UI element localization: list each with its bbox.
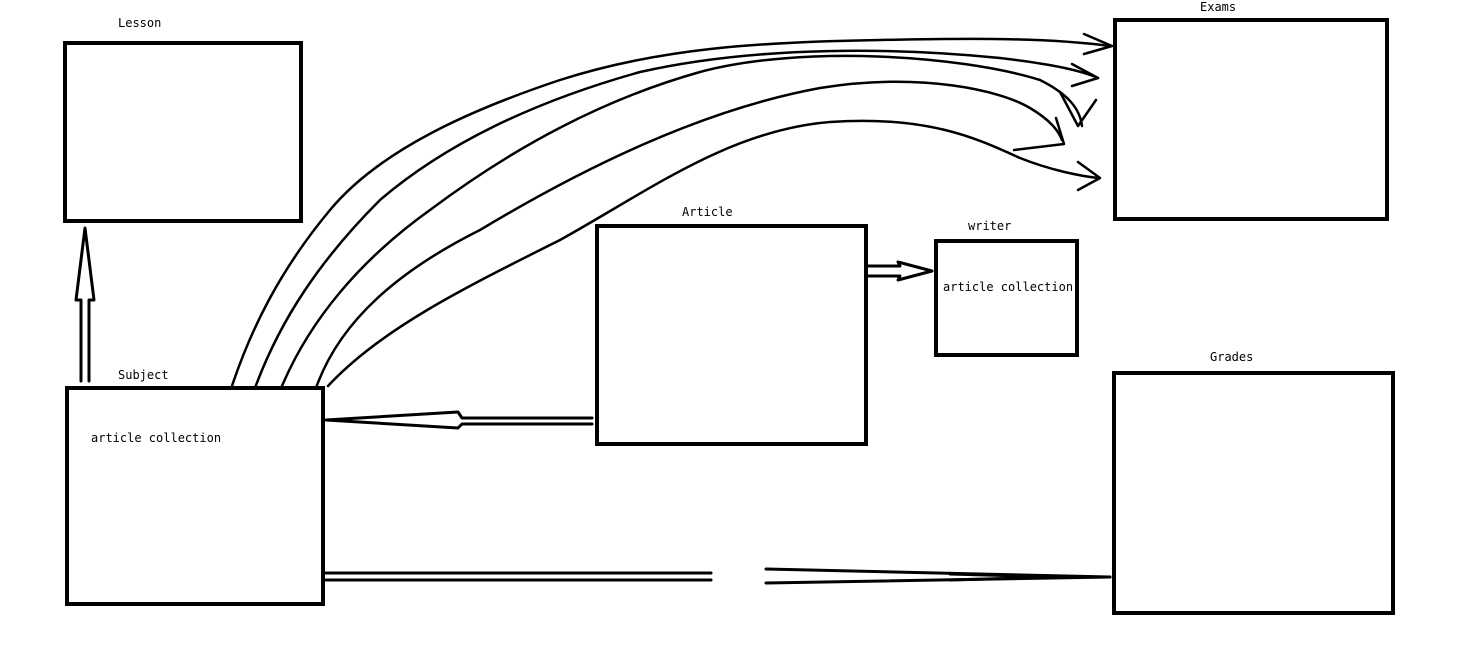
grades-box (1112, 371, 1395, 615)
subject-title: Subject (118, 368, 169, 382)
subject-to-exams-arrows (228, 32, 1114, 394)
writer-title: writer (968, 219, 1012, 233)
subject-content: article collection (91, 431, 222, 445)
article-box (595, 224, 868, 446)
exams-curve-3-head (1058, 90, 1098, 128)
lesson-box (63, 41, 303, 223)
lesson-title: Lesson (118, 16, 162, 30)
article-title: Article (682, 205, 733, 219)
subject-to-lesson-arrow (74, 226, 96, 383)
exams-title: Exams (1200, 0, 1237, 14)
exams-curve-4 (314, 80, 1064, 390)
writer-box (934, 239, 1079, 357)
article-to-writer-arrow (866, 260, 934, 282)
exams-curve-5 (326, 119, 1100, 388)
exams-curve-2 (253, 49, 1100, 390)
exams-curve-3 (280, 54, 1084, 388)
exams-curve-2-head (1070, 62, 1100, 88)
exams-curve-1 (228, 37, 1112, 394)
exams-curve-1-head (1082, 32, 1114, 56)
exams-box (1113, 18, 1389, 221)
exams-curve-4-head (1012, 116, 1066, 152)
exams-curve-5-head (1076, 160, 1102, 192)
grades-to-subject-connector (324, 567, 1112, 585)
grades-title: Grades (1210, 350, 1254, 364)
article-to-subject-arrow (324, 410, 594, 430)
subject-box (65, 386, 325, 606)
writer-content: article collection (943, 280, 1074, 294)
